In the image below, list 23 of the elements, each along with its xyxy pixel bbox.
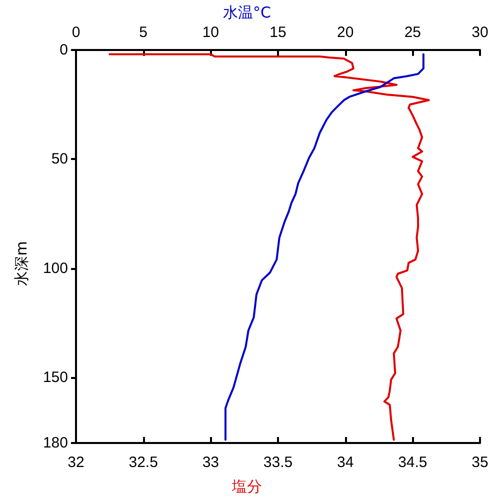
y-tick-label: 100 — [42, 260, 68, 277]
y-tick-label: 180 — [42, 434, 68, 452]
x2-tick-label: 15 — [270, 24, 286, 41]
x-tick-label: 33.5 — [263, 454, 293, 471]
y-axis-title: 水深m — [12, 241, 30, 286]
x2-tick-label: 5 — [139, 24, 148, 41]
x-axis-title: 塩分 — [231, 478, 262, 496]
x-tick-label: 32 — [68, 454, 84, 471]
x2-tick-label: 20 — [336, 24, 354, 41]
y-tick-label: 50 — [51, 150, 68, 168]
x2-tick-label: 25 — [404, 24, 422, 41]
x-tick-label: 32.5 — [128, 454, 158, 471]
y-tick-label: 150 — [42, 368, 68, 386]
y-tick-label: 0 — [60, 41, 68, 58]
x2-tick-label: 0 — [72, 24, 80, 41]
x-tick-label: 34.5 — [398, 454, 428, 471]
x-tick-label: 35 — [472, 454, 488, 471]
x2-tick-label: 10 — [202, 24, 220, 41]
x-tick-label: 33 — [202, 454, 220, 471]
x2-axis-title: 水温°C — [223, 4, 271, 22]
line-series — [108, 53, 430, 441]
x2-tick-label: 30 — [472, 24, 488, 41]
x-tick-label: 34 — [336, 454, 354, 471]
